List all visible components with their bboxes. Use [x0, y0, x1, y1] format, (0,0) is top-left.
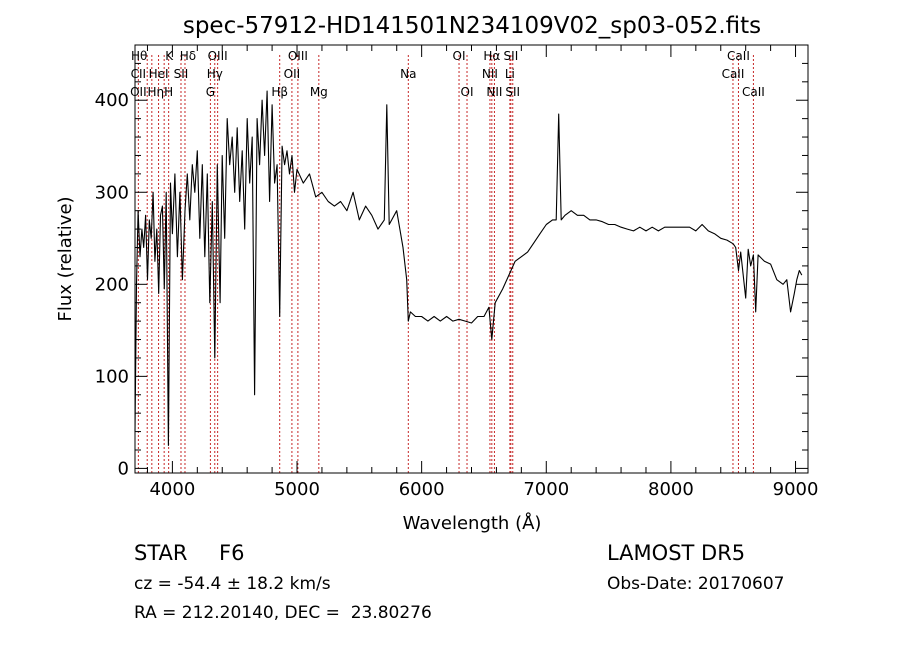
line-marker-label: NII [486, 85, 502, 99]
x-tick-label: 8000 [648, 479, 694, 500]
x-ticks: 4000 5000 6000 7000 8000 9000 [146, 45, 819, 500]
line-marker-label: CaII [742, 85, 765, 99]
chart-title: spec-57912-HD141501N234109V02_sp03-052.f… [183, 13, 761, 39]
y-axis-label: Flux (relative) [55, 196, 76, 321]
x-tick-label: 6000 [399, 479, 445, 500]
line-marker-label: Hδ [180, 49, 196, 63]
class-label: STAR [134, 541, 188, 565]
line-marker-label: CaII [727, 49, 750, 63]
line-marker-label: OI [453, 49, 466, 63]
line-marker-label: Na [400, 67, 416, 81]
line-marker-label: OIII [208, 49, 228, 63]
velocity-text: cz = -54.4 ± 18.2 km/s [134, 574, 331, 594]
line-marker-label: Hβ [271, 85, 288, 99]
line-marker-label: K [165, 49, 174, 63]
line-marker-label: SII [174, 67, 189, 81]
line-marker-label: H [164, 85, 173, 99]
x-tick-label: 5000 [274, 479, 320, 500]
y-tick-label: 100 [95, 366, 129, 387]
survey-label: LAMOST DR5 [607, 541, 746, 565]
line-marker-label: Hα [483, 49, 500, 63]
y-ticks: 0 100 200 300 400 [95, 62, 808, 479]
x-axis-label: Wavelength (Å) [403, 512, 542, 534]
line-marker-label: Li [505, 67, 515, 81]
spectrum-layer [134, 90, 803, 446]
line-marker-label: Hθ [131, 49, 147, 63]
line-marker-label: G [206, 85, 215, 99]
line-marker-label: SII [505, 85, 520, 99]
y-tick-label: 300 [95, 182, 129, 203]
line-marker-label: HeI [149, 67, 169, 81]
x-tick-label: 9000 [773, 479, 819, 500]
line-marker-label: Hη [148, 85, 165, 99]
line-marker-label: OII [130, 85, 147, 99]
y-tick-label: 0 [118, 458, 129, 479]
line-marker-label: CaII [722, 67, 745, 81]
line-marker-label: SII [504, 49, 519, 63]
line-marker-label: OI [461, 85, 474, 99]
line-marker-label: CII [131, 67, 146, 81]
line-marker-label: Hγ [207, 67, 223, 81]
spectrum-line [134, 90, 803, 446]
line-marker-label: OII [284, 67, 301, 81]
plot-frame [134, 44, 809, 474]
line-marker-label: Mg [310, 85, 328, 99]
coords-text: RA = 212.20140, DEC = 23.80276 [134, 603, 432, 623]
obs-date-text: Obs-Date: 20170607 [607, 574, 785, 594]
subclass-label: F6 [219, 541, 245, 565]
line-marker-label: NII [482, 67, 498, 81]
y-tick-label: 200 [95, 274, 129, 295]
y-tick-label: 400 [95, 90, 129, 111]
x-tick-label: 7000 [523, 479, 569, 500]
line-marker-label: OIII [288, 49, 308, 63]
x-tick-label: 4000 [149, 479, 195, 500]
